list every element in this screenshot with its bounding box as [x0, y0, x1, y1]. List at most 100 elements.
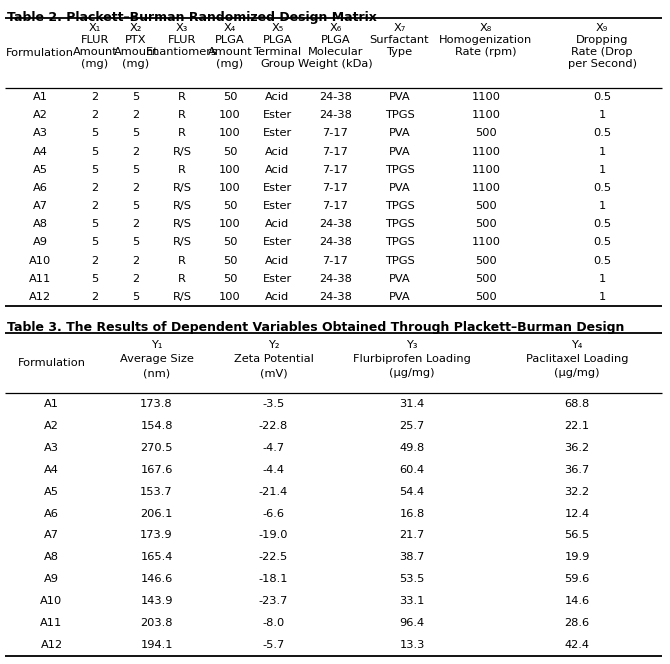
- Text: Acid: Acid: [265, 256, 289, 266]
- Text: per Second): per Second): [567, 59, 636, 69]
- Text: Molecular: Molecular: [308, 47, 363, 57]
- Text: R: R: [178, 128, 186, 138]
- Text: A2: A2: [33, 110, 48, 120]
- Text: X₃: X₃: [176, 23, 188, 33]
- Text: TPGS: TPGS: [385, 201, 414, 211]
- Text: 2: 2: [133, 110, 139, 120]
- Text: A10: A10: [40, 596, 62, 606]
- Text: X₇: X₇: [393, 23, 405, 33]
- Text: 206.1: 206.1: [140, 509, 173, 519]
- Text: R/S: R/S: [172, 238, 192, 248]
- Text: -19.0: -19.0: [259, 531, 288, 540]
- Text: 5: 5: [91, 147, 98, 157]
- Text: 28.6: 28.6: [564, 618, 590, 628]
- Text: 42.4: 42.4: [565, 640, 590, 650]
- Text: R/S: R/S: [172, 201, 192, 211]
- Text: -5.7: -5.7: [263, 640, 285, 650]
- Text: 100: 100: [219, 183, 241, 193]
- Text: 5: 5: [91, 219, 98, 229]
- Text: (mg): (mg): [123, 59, 149, 69]
- Text: PLGA: PLGA: [215, 35, 245, 45]
- Text: Acid: Acid: [265, 219, 289, 229]
- Text: 1: 1: [598, 292, 606, 302]
- Text: X₈: X₈: [480, 23, 492, 33]
- Text: 2: 2: [91, 183, 98, 193]
- Text: 500: 500: [475, 256, 497, 266]
- Text: Table 2. Plackett–Burman Randomized Design Matrix: Table 2. Plackett–Burman Randomized Desi…: [7, 11, 377, 24]
- Text: 194.1: 194.1: [140, 640, 173, 650]
- Text: A10: A10: [29, 256, 51, 266]
- Text: 2: 2: [133, 219, 139, 229]
- Text: A5: A5: [44, 487, 59, 497]
- Text: 100: 100: [219, 128, 241, 138]
- Text: A9: A9: [44, 574, 59, 584]
- Text: 24-38: 24-38: [319, 92, 352, 102]
- Text: A3: A3: [33, 128, 48, 138]
- Text: 32.2: 32.2: [564, 487, 590, 497]
- Text: 1: 1: [598, 165, 606, 175]
- Text: 0.5: 0.5: [593, 238, 611, 248]
- Text: 5: 5: [91, 165, 98, 175]
- Text: 500: 500: [475, 292, 497, 302]
- Text: 53.5: 53.5: [399, 574, 425, 584]
- Text: A7: A7: [33, 201, 48, 211]
- Text: 33.1: 33.1: [399, 596, 425, 606]
- Text: A6: A6: [44, 509, 59, 519]
- Text: (mV): (mV): [260, 368, 287, 378]
- Text: 24-38: 24-38: [319, 219, 352, 229]
- Text: Formulation: Formulation: [6, 48, 74, 58]
- Text: TPGS: TPGS: [385, 110, 414, 120]
- Text: 5: 5: [91, 128, 98, 138]
- Text: Amount: Amount: [208, 47, 253, 57]
- Text: PVA: PVA: [389, 274, 410, 284]
- Text: 2: 2: [133, 256, 139, 266]
- Text: 2: 2: [133, 274, 139, 284]
- Text: (µg/mg): (µg/mg): [554, 368, 600, 378]
- Text: 59.6: 59.6: [564, 574, 590, 584]
- Text: A8: A8: [33, 219, 48, 229]
- Text: 153.7: 153.7: [140, 487, 173, 497]
- Text: 24-38: 24-38: [319, 110, 352, 120]
- Text: 5: 5: [133, 165, 139, 175]
- Text: PVA: PVA: [389, 292, 410, 302]
- Text: 50: 50: [222, 274, 237, 284]
- Text: 100: 100: [219, 165, 241, 175]
- Text: Enantiomers: Enantiomers: [146, 47, 218, 57]
- Text: 173.8: 173.8: [140, 399, 173, 409]
- Text: PVA: PVA: [389, 128, 410, 138]
- Text: 38.7: 38.7: [399, 552, 425, 562]
- Text: 68.8: 68.8: [564, 399, 590, 409]
- Text: Acid: Acid: [265, 292, 289, 302]
- Text: 2: 2: [91, 256, 98, 266]
- Text: R: R: [178, 256, 186, 266]
- Text: 1100: 1100: [472, 165, 500, 175]
- Text: 0.5: 0.5: [593, 183, 611, 193]
- Text: -4.7: -4.7: [263, 443, 285, 453]
- Text: 167.6: 167.6: [140, 465, 173, 475]
- Text: R: R: [178, 274, 186, 284]
- Text: 2: 2: [91, 92, 98, 102]
- Text: 1: 1: [598, 274, 606, 284]
- Text: 7-17: 7-17: [322, 256, 348, 266]
- Text: R/S: R/S: [172, 292, 192, 302]
- Text: R/S: R/S: [172, 147, 192, 157]
- Text: -18.1: -18.1: [259, 574, 288, 584]
- Text: A3: A3: [44, 443, 59, 453]
- Text: 50: 50: [222, 238, 237, 248]
- Text: 13.3: 13.3: [399, 640, 425, 650]
- Text: 2: 2: [91, 201, 98, 211]
- Text: X₆: X₆: [330, 23, 342, 33]
- Text: R: R: [178, 110, 186, 120]
- Text: -21.4: -21.4: [259, 487, 288, 497]
- Text: 7-17: 7-17: [322, 165, 348, 175]
- Text: A11: A11: [29, 274, 51, 284]
- Text: 203.8: 203.8: [140, 618, 173, 628]
- Text: 36.2: 36.2: [564, 443, 590, 453]
- Text: 50: 50: [222, 92, 237, 102]
- Text: (nm): (nm): [143, 368, 170, 378]
- Text: A7: A7: [44, 531, 59, 540]
- Text: -22.8: -22.8: [259, 421, 288, 431]
- Text: Acid: Acid: [265, 147, 289, 157]
- Text: A12: A12: [29, 292, 51, 302]
- Text: PLGA: PLGA: [263, 35, 292, 45]
